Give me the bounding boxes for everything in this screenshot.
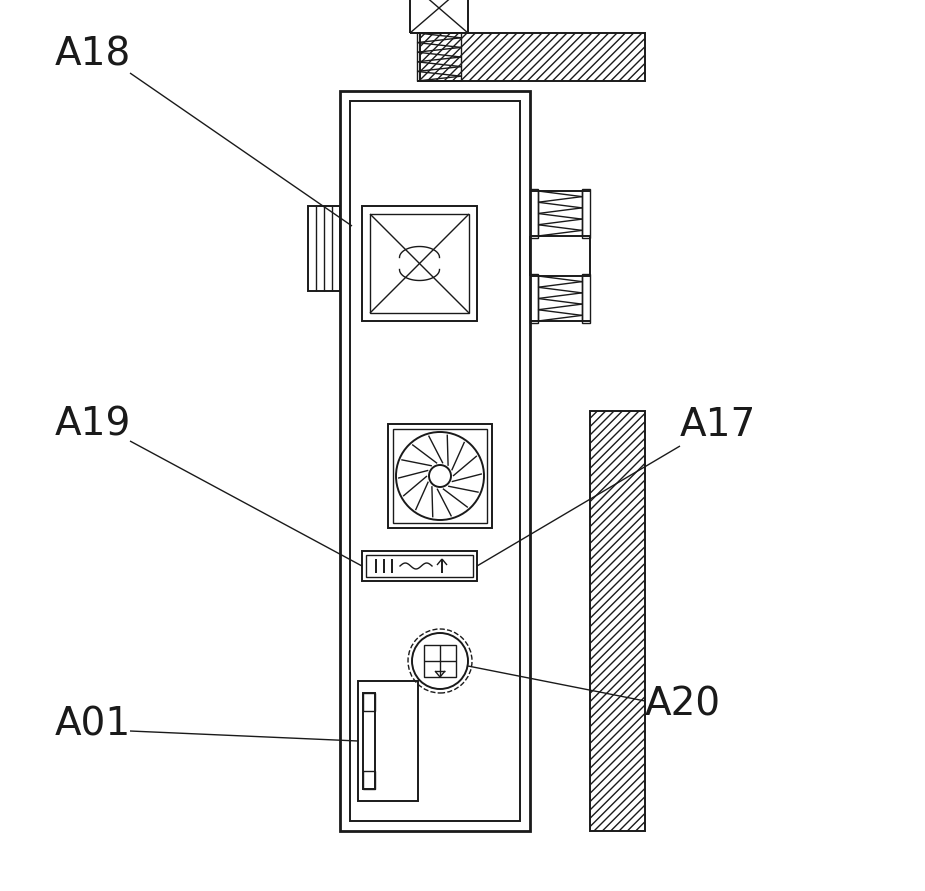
Bar — [420, 33, 645, 81]
Text: A01: A01 — [55, 706, 131, 744]
Bar — [362, 551, 477, 581]
Bar — [424, 645, 456, 677]
Bar — [363, 771, 375, 789]
Bar — [590, 411, 645, 831]
Bar — [366, 555, 473, 577]
Text: A18: A18 — [55, 36, 131, 74]
Text: A20: A20 — [645, 686, 722, 724]
Bar — [370, 214, 469, 313]
Bar — [308, 206, 340, 291]
Bar — [363, 693, 375, 789]
Bar — [358, 681, 418, 801]
Bar — [530, 274, 538, 323]
Bar — [350, 101, 520, 821]
Bar — [530, 189, 538, 238]
Bar — [388, 424, 492, 528]
Bar — [340, 91, 530, 831]
Text: A17: A17 — [680, 406, 757, 444]
Bar — [582, 274, 590, 323]
Bar — [393, 429, 487, 523]
Bar — [410, 0, 468, 33]
Bar — [362, 206, 477, 321]
Bar — [363, 693, 375, 711]
Text: A19: A19 — [55, 406, 131, 444]
Bar — [582, 189, 590, 238]
